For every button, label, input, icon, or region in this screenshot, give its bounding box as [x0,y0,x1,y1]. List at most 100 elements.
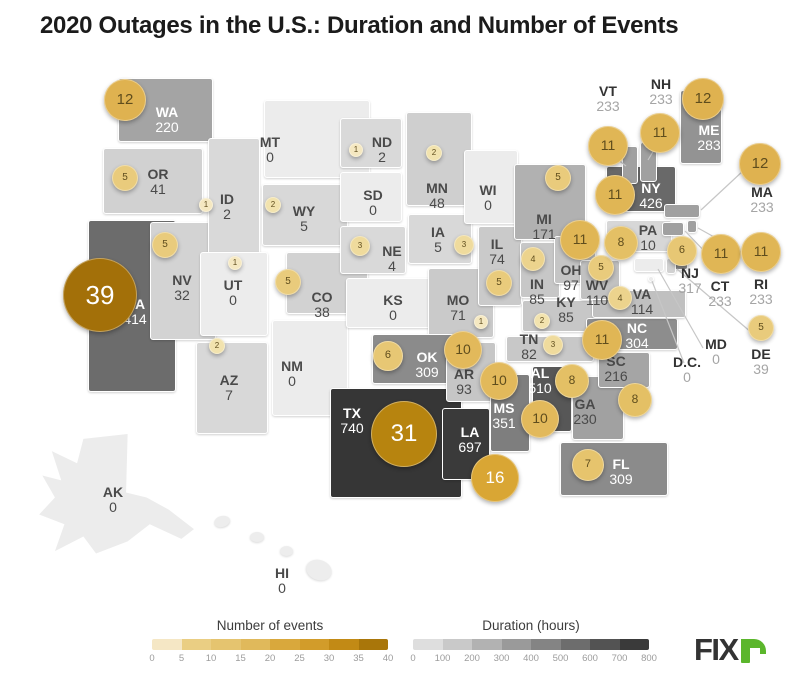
legend-tick: 20 [264,653,276,664]
legend-segment [619,639,649,650]
state-abbr: AZ [219,372,239,388]
legend-segment [329,639,359,650]
legend-segment [181,639,211,650]
state-abbr: WY [292,203,316,219]
events-bubble-WY: 2 [264,196,282,214]
legend-segment [270,639,300,650]
state-DC [648,276,654,282]
state-duration-value: 114 [630,301,654,317]
state-duration-value: 10 [640,237,656,253]
state-label-IA: IA 5 [431,225,445,255]
state-label-MI: MI 171 [532,212,555,242]
state-duration-value: 97 [563,277,579,293]
state-abbr: NM [281,358,303,374]
events-bubble-WV: 5 [587,254,615,282]
legend-segment [299,639,329,650]
state-abbr: CO [311,289,333,305]
state-abbr: NE [382,243,402,259]
events-bubble-ME: 12 [682,78,724,120]
state-duration-value: 82 [521,346,537,362]
state-duration-value: 5 [300,218,308,234]
fixr-logo-r-cutout [749,648,760,654]
state-duration-value: 110 [585,292,609,308]
state-label-NV: NV 32 [172,273,191,303]
state-abbr: AR [453,366,475,382]
state-abbr: MI [536,211,552,227]
hawaii-island [303,556,335,584]
state-abbr: IN [529,276,544,292]
events-bubble-NJ: 6 [667,236,697,266]
events-bubble-MO: 1 [474,315,488,329]
state-duration-value: 230 [573,411,597,427]
legend-tick: 15 [235,653,246,664]
state-WI [464,150,518,224]
events-bubble-ID: 1 [199,198,213,212]
state-label-FL: FL 309 [609,457,632,487]
events-bubble-RI: 11 [741,232,781,272]
state-label-UT: UT 0 [224,278,243,308]
legend-segment [413,639,443,650]
events-bubble-AL: 10 [521,400,559,438]
state-abbr: TN [519,331,539,347]
state-label-MN: MN 48 [426,181,448,211]
legend-segment [211,639,241,650]
events-bubble-NC: 11 [582,320,622,360]
legend-segment [358,639,388,650]
state-duration-value: 0 [278,580,286,596]
legend-duration-ticks: 0 100 200 300 400 500 600 700 800 [410,653,657,665]
events-bubble-NH: 11 [640,113,680,153]
events-bubble-OH: 11 [560,220,600,260]
state-duration-value: 233 [596,98,620,114]
state-abbr: MT [259,134,281,150]
state-AZ [196,342,268,434]
state-duration-value: 39 [753,361,769,377]
state-duration-value: 426 [639,195,663,211]
legend-tick: 0 [410,653,416,664]
state-duration-value: 71 [450,307,466,323]
state-abbr: SD [363,187,383,203]
state-abbr: MN [426,180,448,196]
state-label-TX: TX 740 [340,406,363,436]
legend-segment [152,639,182,650]
state-abbr: PA [638,222,658,238]
legend-duration-hours: Duration (hours) 0 100 200 300 400 500 600 700 8… [410,618,657,665]
events-bubble-MA: 12 [739,143,781,185]
state-duration-value: 304 [625,335,649,351]
state-abbr: IA [431,224,445,240]
state-label-PA: PA 10 [639,223,657,253]
state-CT [662,222,684,236]
state-abbr: GA [574,396,596,412]
state-SD [340,172,402,222]
events-bubble-DE: 5 [747,314,775,342]
state-duration-value: 74 [489,251,505,267]
hawaii-island [212,514,232,529]
events-bubble-ND: 1 [349,143,363,157]
state-duration-value: 0 [266,149,274,165]
events-bubble-NE: 3 [349,235,371,257]
legend-segment [240,639,270,650]
state-label-VT: VT 233 [596,84,619,114]
events-bubble-IA: 3 [453,234,475,256]
state-label-HI: HI 0 [275,566,289,596]
state-label-AR: AR 93 [454,367,474,397]
legend-duration-gradient-bar [413,639,649,650]
events-bubble-CO: 5 [274,268,302,296]
legend-events-ticks: 0 5 10 15 20 25 30 35 40 [149,653,393,665]
state-abbr: NJ [681,265,699,281]
state-label-OH: OH 97 [561,263,582,293]
state-duration-value: 510 [528,380,552,396]
state-duration-value: 283 [697,137,721,153]
state-duration-value: 2 [378,149,386,165]
legend-tick: 10 [205,653,217,664]
state-abbr: ID [220,191,234,207]
state-label-IN: IN 85 [529,277,545,307]
state-duration-value: 0 [229,292,237,308]
state-duration-value: 233 [750,199,774,215]
state-duration-value: 233 [708,293,732,309]
state-abbr: AK [102,484,124,500]
state-duration-value: 233 [649,91,673,107]
state-ID [208,138,260,260]
events-bubble-IN: 4 [521,247,545,271]
state-abbr: NC [626,320,648,336]
